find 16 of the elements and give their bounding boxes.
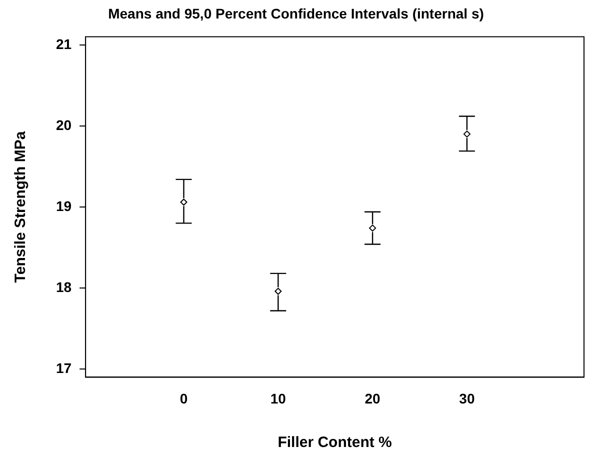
- y-tick-label: 19: [56, 198, 72, 214]
- y-tick-label: 20: [56, 116, 72, 133]
- point: [369, 224, 376, 232]
- x-tick-label: 30: [459, 390, 475, 406]
- x-axis-title: Filler Content %: [278, 434, 392, 452]
- point: [274, 288, 282, 295]
- x-tick-label: 20: [364, 390, 381, 406]
- y-tick-label: 18: [56, 278, 72, 295]
- point: [180, 198, 188, 206]
- x-tick-label: 10: [270, 390, 286, 406]
- y-axis-title: Tensile Strength MPa: [12, 130, 30, 283]
- chart-title: Means and 95,0 Percent Confidence Intervals (internal s): [108, 5, 484, 22]
- y-tick-label: 17: [56, 360, 72, 376]
- x-tick-label: 0: [180, 390, 188, 406]
- y-tick-label: 21: [56, 36, 72, 52]
- point: [463, 130, 470, 138]
